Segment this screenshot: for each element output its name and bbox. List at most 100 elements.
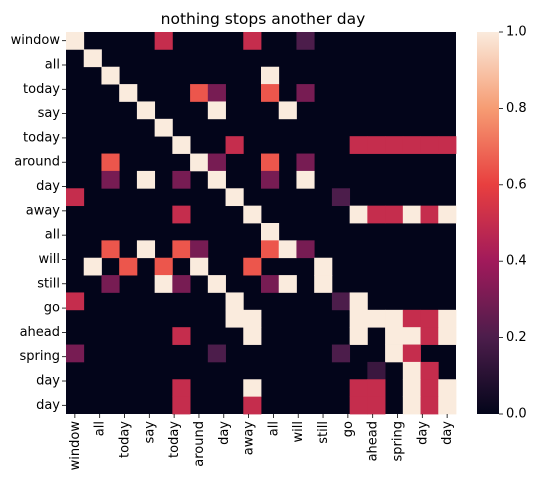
- heatmap-cell: [349, 396, 368, 415]
- x-tick-label: all: [93, 421, 108, 436]
- heatmap-cell: [367, 396, 386, 415]
- heatmap-cell: [278, 275, 297, 293]
- heatmap-cell: [261, 223, 280, 241]
- heatmap-cell: [331, 292, 351, 311]
- heatmap-cell: [349, 136, 368, 154]
- x-tick-label: still: [316, 421, 331, 444]
- x-tick-label: ahead: [366, 421, 381, 461]
- heatmap-cell: [207, 344, 226, 363]
- y-tick-label: will: [39, 252, 60, 267]
- heatmap-cell: [402, 205, 421, 224]
- heatmap-cell: [119, 257, 138, 276]
- x-tick-label: day: [415, 421, 430, 445]
- heatmap-cell: [225, 292, 244, 311]
- heatmap-cell: [172, 275, 191, 293]
- heatmap-cell: [83, 49, 102, 68]
- heatmap-cell: [101, 66, 120, 85]
- heatmap-cell: [261, 84, 280, 102]
- heatmap-cell: [349, 309, 368, 328]
- x-tick-label: all: [266, 421, 281, 436]
- y-tick-label: go: [44, 301, 60, 316]
- heatmap-cell: [243, 327, 262, 345]
- heatmap-cell: [438, 136, 457, 154]
- x-tick-label: today: [167, 421, 182, 458]
- heatmap-cell: [172, 379, 191, 398]
- heatmap-cell: [136, 240, 156, 259]
- heatmap-cell: [349, 327, 368, 345]
- colorbar-tick-label: 0.6: [506, 177, 527, 192]
- y-tick-label: all: [45, 57, 60, 72]
- heatmap-cell: [261, 240, 280, 259]
- heatmap-cell: [314, 257, 333, 276]
- x-axis-labels: window all today say today around day away all wi…: [68, 414, 455, 470]
- heatmap-cell: [207, 170, 226, 189]
- heatmap-cell: [136, 170, 156, 189]
- heatmap-cell: [402, 379, 421, 398]
- heatmap-cell: [83, 257, 102, 276]
- heatmap-cell: [190, 257, 209, 276]
- heatmap-cell: [420, 309, 439, 328]
- heatmap-cell: [207, 153, 226, 172]
- x-tick-label: go: [341, 421, 356, 437]
- y-tick-label: all: [45, 228, 60, 243]
- heatmap-cell: [243, 205, 262, 224]
- chart-title: nothing stops another day: [161, 10, 366, 28]
- heatmap-cell: [367, 309, 386, 328]
- heatmap-cell: [420, 327, 439, 345]
- heatmap-cell: [66, 188, 85, 207]
- heatmap-cell: [243, 396, 262, 415]
- heatmap-cell: [367, 136, 386, 154]
- x-tick-label: window: [68, 421, 83, 471]
- heatmap-cell: [438, 309, 457, 328]
- heatmap-cell: [349, 292, 368, 311]
- colorbar-ticks: 0.0 0.2 0.4 0.6 0.8 1.0: [499, 25, 527, 422]
- heatmap-cell: [420, 205, 439, 224]
- heatmap-cell: [314, 275, 333, 293]
- heatmap-cell: [243, 309, 262, 328]
- y-tick-label: around: [14, 155, 60, 170]
- heatmap-cell: [190, 84, 209, 102]
- heatmap-cell: [296, 32, 315, 50]
- heatmap-cell: [349, 205, 368, 224]
- x-tick-label: day: [217, 421, 232, 445]
- heatmap-cell: [349, 379, 368, 398]
- x-tick-label: will: [291, 421, 306, 442]
- heatmap-cell: [101, 275, 120, 293]
- heatmap-cell: [438, 327, 457, 345]
- x-tick-label: away: [242, 421, 257, 456]
- heatmap-cell: [172, 205, 191, 224]
- heatmap-cell: [278, 240, 297, 259]
- y-tick-label: day: [36, 179, 60, 194]
- x-tick-label: day: [440, 421, 455, 445]
- x-tick-label: spring: [391, 421, 406, 461]
- y-tick-label: away: [26, 203, 61, 218]
- heatmap-cell: [438, 205, 457, 224]
- colorbar-gradient: [477, 32, 499, 414]
- heatmap-cell: [243, 32, 262, 50]
- heatmap-cell: [331, 188, 351, 207]
- heatmap-cell: [402, 136, 421, 154]
- heatmap-cell: [172, 240, 191, 259]
- heatmap-cell: [172, 396, 191, 415]
- heatmap-cell: [101, 170, 120, 189]
- heatmap-cell: [101, 240, 120, 259]
- heatmap-cell: [420, 361, 439, 380]
- heatmap-cell: [420, 136, 439, 154]
- heatmap-cell: [66, 344, 85, 363]
- heatmap-cell: [154, 257, 173, 276]
- heatmap-cell: [154, 118, 173, 137]
- heatmap-cell: [172, 136, 191, 154]
- x-tick-label: say: [142, 421, 157, 444]
- heatmap-cell: [402, 327, 421, 345]
- y-tick-label: still: [37, 276, 60, 291]
- heatmap-cell: [154, 32, 173, 50]
- heatmap-cell: [190, 240, 209, 259]
- heatmap-cell: [261, 66, 280, 85]
- heatmap-cell: [225, 309, 244, 328]
- heatmap-cell: [207, 275, 226, 293]
- heatmap-cell: [420, 379, 439, 398]
- heatmap-cell: [278, 101, 297, 120]
- colorbar-tick-label: 0.8: [506, 101, 527, 116]
- x-tick-label: around: [192, 421, 207, 467]
- heatmap-cell: [367, 361, 386, 380]
